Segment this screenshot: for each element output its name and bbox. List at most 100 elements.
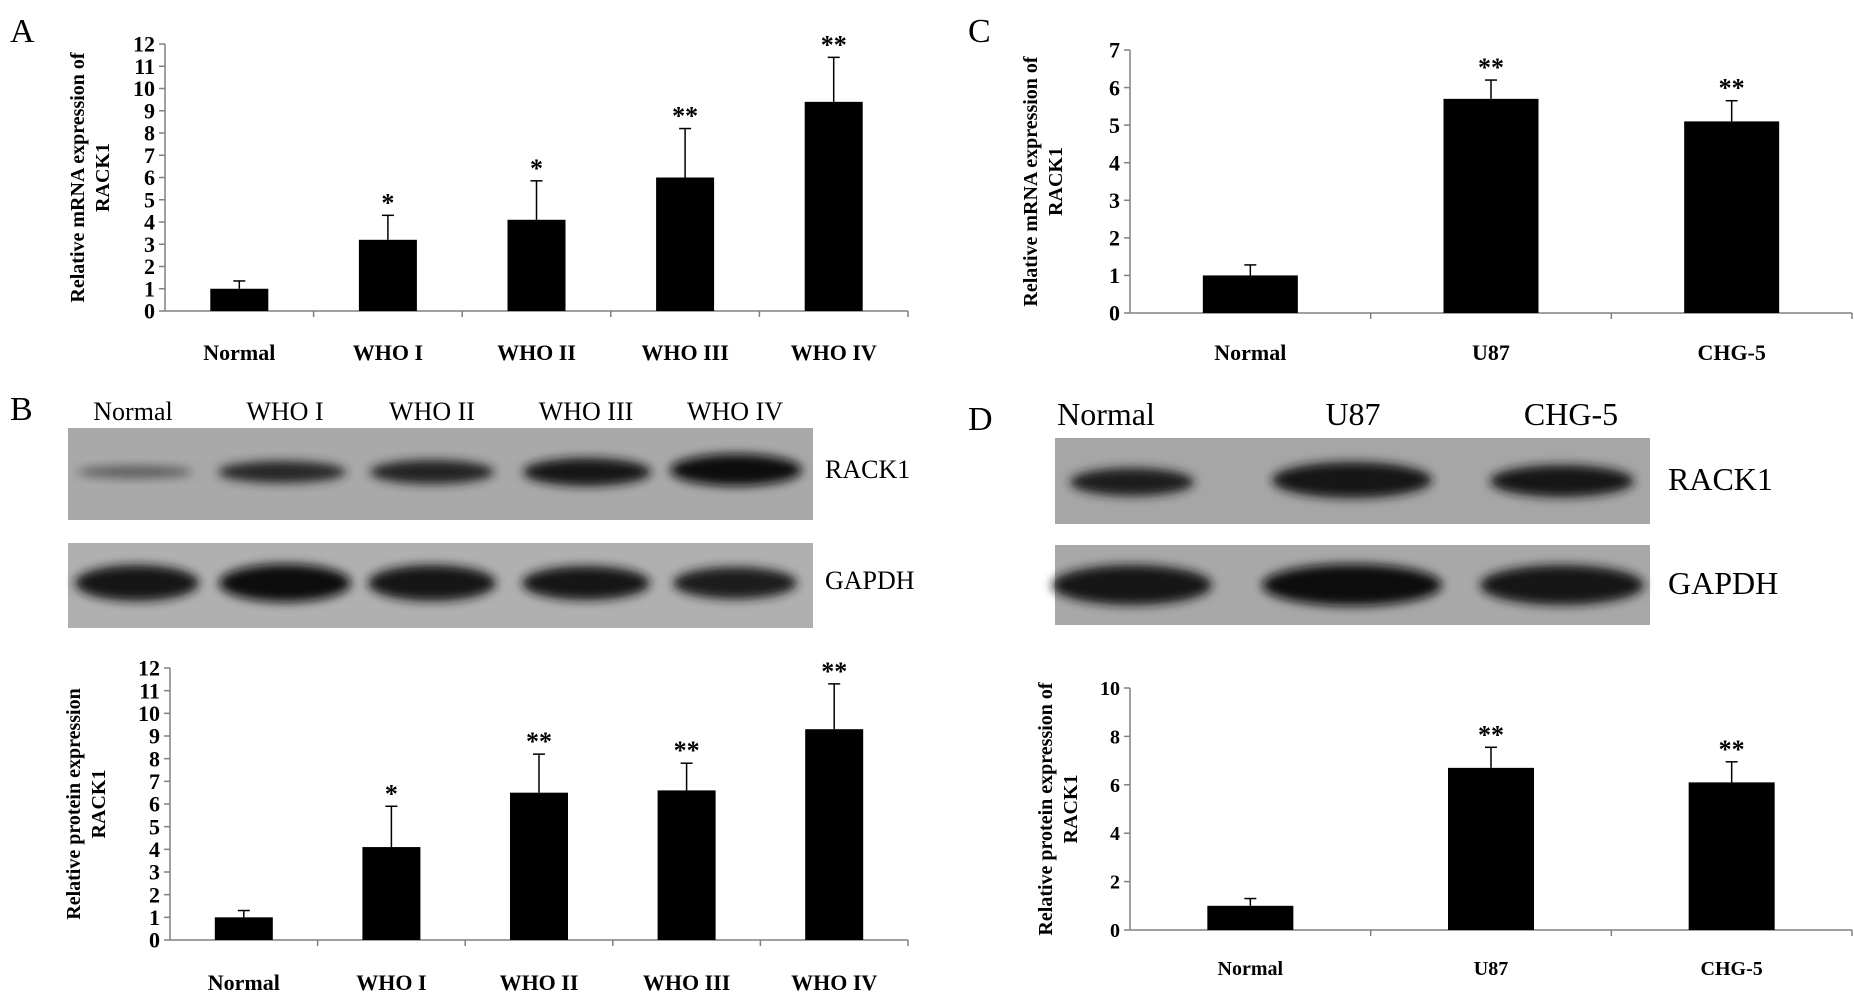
chart-c-y-tick-label: 7 — [1109, 38, 1120, 63]
chart-b-y-tick-label: 0 — [149, 928, 160, 953]
blot-d-gapdh-band-chg5 — [1480, 565, 1644, 605]
chart-a-who-i-significance: * — [381, 188, 394, 217]
panel-letter-d: D — [968, 401, 993, 438]
chart-c-y-tick-label: 5 — [1109, 113, 1120, 138]
chart-c-chg-5-significance: ** — [1719, 74, 1745, 103]
blot-b-rack1-band-normal — [77, 466, 193, 478]
blot-d-lane-label-u87: U87 — [1325, 396, 1380, 432]
chart-a-who-iv-significance: ** — [821, 30, 847, 59]
blot-d: Normal U87 CHG-5 RACK1 GAPDH — [1052, 396, 1778, 625]
chart-a-y-tick-label: 2 — [144, 254, 155, 279]
chart-c-normal-category-label: Normal — [1214, 340, 1286, 365]
chart-b-y-axis-label-line1: Relative protein expression — [63, 688, 85, 919]
chart-b-y-tick-label: 10 — [138, 701, 160, 726]
chart-d-y-axis-label: Relative protein expression of RACK1 — [1035, 682, 1082, 935]
chart-a-y-tick-label: 10 — [133, 76, 155, 101]
chart-c-y-tick-label: 4 — [1109, 150, 1120, 175]
blot-d-rack1-band-chg5 — [1490, 465, 1634, 497]
chart-d-y-tick-label: 2 — [1110, 872, 1120, 894]
chart-d-normal-bar — [1207, 905, 1294, 930]
chart-b-who-i-category-label: WHO I — [356, 970, 426, 995]
chart-c-chg-5-bar — [1684, 121, 1780, 313]
chart-b-y-tick-label: 1 — [149, 905, 160, 930]
chart-a-who-iii-significance: ** — [672, 102, 698, 131]
chart-c-u87-bar — [1443, 98, 1539, 313]
blot-b-lane-label-who-iii: WHO III — [539, 397, 634, 426]
chart-c-y-tick-label: 6 — [1109, 75, 1120, 100]
chart-a-y-tick-label: 4 — [144, 210, 155, 235]
chart-a-y-tick-label: 7 — [144, 143, 155, 168]
blot-d-lane-label-normal: Normal — [1057, 396, 1155, 432]
chart-a-who-ii-category-label: WHO II — [497, 340, 576, 365]
chart-b-y-axis-label: Relative protein expression RACK1 — [63, 688, 110, 919]
chart-b-who-i-significance: * — [385, 779, 398, 808]
chart-b-who-ii-significance: ** — [526, 727, 552, 756]
blot-b-gapdh-band-who-iii — [522, 566, 650, 600]
chart-d-y-tick-label: 6 — [1110, 775, 1120, 797]
blot-d-gapdh-band-u87 — [1262, 564, 1442, 606]
chart-d-chg-5-bar — [1688, 782, 1775, 930]
blot-d-rack1-band-normal — [1070, 468, 1194, 496]
chart-b-who-i-bar — [362, 847, 421, 940]
chart-a-normal-category-label: Normal — [203, 340, 275, 365]
chart-a-y-tick-label: 8 — [144, 121, 155, 146]
chart-c-y-axis-label: Relative mRNA expression of RACK1 — [1020, 56, 1067, 306]
chart-b-y-tick-label: 8 — [149, 746, 160, 771]
blot-d-label-gapdh: GAPDH — [1668, 565, 1778, 601]
chart-d-normal-category-label: Normal — [1218, 958, 1284, 980]
chart-b-who-ii-category-label: WHO II — [500, 970, 579, 995]
chart-a-y-axis-label-line2: RACK1 — [92, 143, 114, 212]
chart-a-who-ii-bar — [507, 219, 566, 311]
chart-d-y-tick-label: 10 — [1100, 678, 1120, 700]
chart-a-y-axis-label: Relative mRNA expression of RACK1 — [67, 52, 114, 302]
chart-b-who-iv-significance: ** — [821, 657, 847, 686]
chart-c-u87-category-label: U87 — [1472, 340, 1510, 365]
chart-d-chg-5-category-label: CHG-5 — [1701, 958, 1763, 980]
chart-c-y-axis-label-line1: Relative mRNA expression of — [1020, 56, 1042, 306]
chart-d-y-tick-label: 8 — [1110, 726, 1120, 748]
chart-d-u87-significance: ** — [1478, 720, 1504, 749]
blot-b-rack1-band-who-ii — [370, 460, 494, 484]
blot-d-lane-label-chg5: CHG-5 — [1524, 396, 1618, 432]
chart-a-y-axis-label-line1: Relative mRNA expression of — [67, 52, 89, 302]
chart-a-who-iii-bar — [656, 177, 715, 311]
chart-a-normal-bar — [210, 288, 269, 311]
blot-d-gapdh-band-normal — [1052, 565, 1212, 605]
chart-c-normal-bar — [1202, 275, 1298, 313]
chart-a-y-tick-label: 0 — [144, 299, 155, 324]
chart-d-protein-cell-lines: 0 2 4 6 8 10 Relative protein expression of RAC… — [1035, 678, 1853, 980]
chart-a-who-i-category-label: WHO I — [353, 340, 423, 365]
blot-b-label-rack1: RACK1 — [825, 455, 910, 484]
chart-b-who-ii-bar — [510, 792, 568, 940]
chart-c-y-tick-label: 3 — [1109, 188, 1120, 213]
chart-b-normal-category-label: Normal — [208, 970, 280, 995]
chart-a-y-tick-label: 1 — [144, 276, 155, 301]
blot-d-rack1-band-u87 — [1272, 462, 1432, 498]
panel-letter-c: C — [968, 13, 991, 50]
panel-letter-b: B — [10, 391, 33, 428]
blot-d-label-rack1: RACK1 — [1668, 461, 1773, 497]
chart-c-y-tick-label: 0 — [1109, 301, 1120, 326]
chart-b-y-tick-label: 9 — [149, 724, 160, 749]
blot-b-rack1-band-who-iii — [523, 458, 651, 486]
chart-b-who-iv-category-label: WHO IV — [791, 970, 877, 995]
chart-b-y-tick-label: 3 — [149, 860, 160, 885]
chart-b-y-tick-label: 4 — [149, 837, 160, 862]
chart-b-who-iii-significance: ** — [674, 736, 700, 765]
chart-a-y-tick-label: 9 — [144, 98, 155, 123]
chart-a-who-iv-category-label: WHO IV — [791, 340, 877, 365]
blot-b-rack1-band-who-i — [218, 461, 346, 483]
chart-b-y-tick-label: 6 — [149, 792, 160, 817]
chart-b-who-iii-category-label: WHO III — [643, 970, 730, 995]
blot-b-label-gapdh: GAPDH — [825, 566, 915, 595]
chart-d-y-axis-label-line2: RACK1 — [1060, 775, 1082, 844]
chart-a-who-i-bar — [358, 239, 417, 311]
panel-letter-a: A — [10, 13, 35, 50]
chart-d-y-tick-label: 0 — [1110, 920, 1120, 942]
chart-d-u87-bar — [1448, 767, 1534, 930]
chart-d-u87-category-label: U87 — [1474, 958, 1508, 980]
chart-a-y-tick-label: 11 — [134, 54, 155, 79]
